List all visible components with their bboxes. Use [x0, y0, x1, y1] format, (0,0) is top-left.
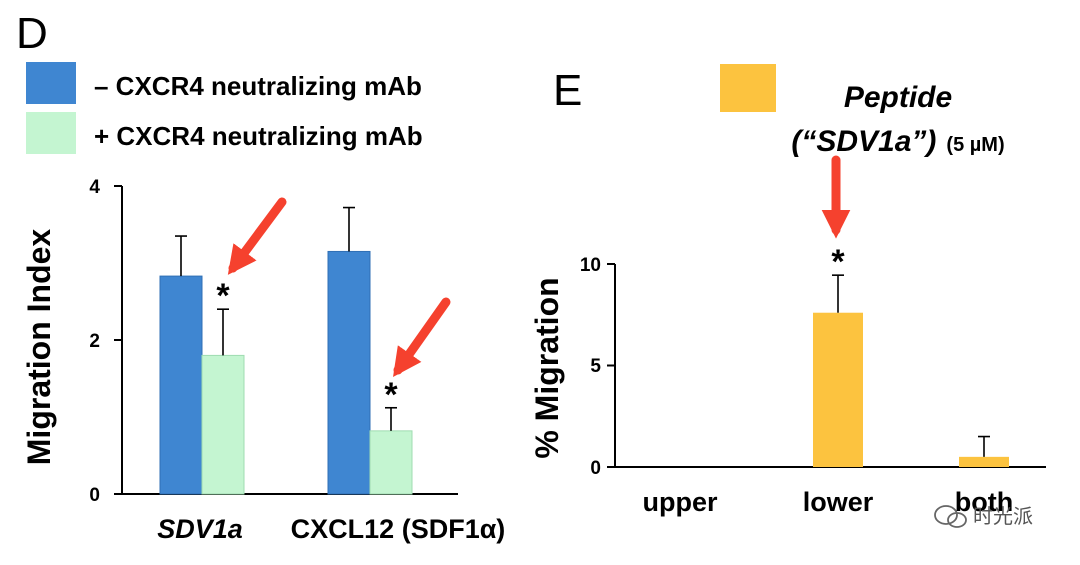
bar-minus-mab-1 — [327, 250, 371, 495]
y-tick-label-d-4: 4 — [89, 177, 100, 198]
panel-letter-d: D — [16, 9, 48, 58]
watermark: 时光派 — [934, 505, 1033, 528]
legend-swatch-minus-mab — [26, 62, 76, 104]
x-category-label-both: both — [955, 487, 1013, 517]
legend-d: – CXCR4 neutralizing mAb + CXCR4 neutral… — [26, 62, 423, 154]
significance-star: * — [831, 243, 845, 281]
significance-star: * — [216, 277, 230, 315]
x-category-label-sdv1a: SDV1a — [157, 514, 243, 544]
x-category-label-lower: lower — [803, 487, 874, 517]
wechat-icon — [934, 505, 958, 525]
legend-label-concentration: (5 µM) — [946, 134, 1004, 156]
bar-plus-mab-0 — [201, 354, 245, 495]
y-tick-label-d-0: 0 — [89, 485, 100, 506]
bar-peptide-lower — [813, 312, 863, 467]
y-tick-label-e-0: 0 — [590, 458, 601, 479]
watermark-text: 时光派 — [973, 505, 1033, 528]
bar-peptide-both — [959, 456, 1009, 467]
x-category-label-upper: upper — [642, 487, 717, 517]
red-arrow-icon — [227, 197, 287, 275]
y-tick-label-d-2: 2 — [89, 331, 100, 352]
bar-minus-mab-0 — [159, 275, 203, 495]
significance-star: * — [384, 376, 398, 414]
legend-label-sdv1a: (“SDV1a”) — [791, 125, 936, 158]
bars-d: ** — [159, 206, 413, 495]
bar-plus-mab-1 — [369, 430, 413, 495]
panel-e: E Peptide (“SDV1a”) (5 µM) % Migration 10… — [529, 64, 1046, 517]
y-axis-label-d: Migration Index — [21, 229, 57, 466]
legend-swatch-peptide — [720, 64, 776, 112]
x-category-label-cxcl12: CXCL12 (SDF1α) — [291, 514, 506, 544]
red-arrow-icon — [393, 297, 451, 378]
y-axis-label-e: % Migration — [529, 277, 565, 458]
legend-e: Peptide (“SDV1a”) (5 µM) — [720, 64, 1005, 158]
wechat-icon-overlay — [947, 512, 967, 528]
y-tick-label-e-5: 5 — [590, 356, 601, 377]
legend-label-minus-mab: – CXCR4 neutralizing mAb — [94, 71, 422, 101]
y-tick-label-e-10: 10 — [580, 255, 601, 276]
legend-label-plus-mab: + CXCR4 neutralizing mAb — [94, 121, 423, 151]
legend-swatch-plus-mab — [26, 112, 76, 154]
legend-label-peptide: Peptide — [844, 81, 952, 114]
legend-label-sdv1a-line: (“SDV1a”) (5 µM) — [791, 125, 1004, 158]
bars-e: * — [813, 243, 1009, 467]
panel-d: D – CXCR4 neutralizing mAb + CXCR4 neutr… — [16, 9, 505, 544]
panel-letter-e: E — [553, 66, 582, 115]
